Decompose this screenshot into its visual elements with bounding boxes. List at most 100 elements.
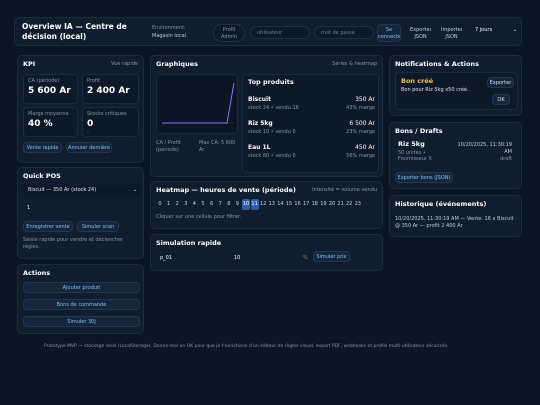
- notifications-panel: Notifications & Actions Bon créé Bon pou…: [389, 55, 522, 116]
- heatmap-cell-1[interactable]: 1: [165, 199, 173, 210]
- username-input[interactable]: utilisateur: [250, 26, 310, 39]
- simulation-title: Simulation rapide: [156, 239, 221, 247]
- profile-select[interactable]: Profil Admin: [213, 24, 245, 42]
- cancel-last-button[interactable]: Annuler dernière: [66, 142, 112, 153]
- product-meta: stock 24 • vendu 16: [248, 105, 299, 111]
- bon-supplier: Fournisseur X: [398, 156, 432, 162]
- history-title: Historique (événements): [395, 200, 486, 208]
- export-json-button[interactable]: Exporter JSON: [409, 24, 432, 42]
- chart-legend-right-2: Ar: [199, 147, 204, 153]
- heatmap-cell-14[interactable]: 14: [276, 199, 284, 210]
- heatmap-cell-12[interactable]: 12: [259, 199, 267, 210]
- heatmap-hint: Cliquer sur une cellule pour filtrer.: [156, 214, 241, 220]
- profile-select-line1: Profil: [214, 27, 244, 34]
- quantity-input[interactable]: 1: [27, 205, 30, 211]
- signin-button[interactable]: Se connecter: [377, 24, 401, 42]
- top-product-item[interactable]: Biscuit 350 Ar stock 24 • vendu 16 43% m…: [248, 96, 375, 116]
- heatmap-cell-17[interactable]: 17: [302, 199, 310, 210]
- product-name: Eau 1L: [248, 144, 271, 151]
- heatmap-cell-9[interactable]: 9: [233, 199, 241, 210]
- product-price: 450 Ar: [355, 144, 375, 151]
- kpi-panel: KPI Vue rapide CA (période) 5 600 Ar Pro…: [17, 55, 144, 163]
- heatmap-cell-16[interactable]: 16: [294, 199, 302, 210]
- chart-legend-left-2: (période): [156, 147, 179, 153]
- charts-panel: Graphiques Séries & heatmap CA / Profit …: [150, 55, 383, 177]
- heatmap-cell-2[interactable]: 2: [173, 199, 181, 210]
- heatmap-cell-11[interactable]: 11: [251, 199, 259, 210]
- charts-link[interactable]: Séries & heatmap: [332, 61, 377, 67]
- save-sale-button[interactable]: Enregistrer vente: [23, 221, 73, 232]
- kpi-label: CA (période): [28, 78, 59, 84]
- heatmap-cell-8[interactable]: 8: [225, 199, 233, 210]
- kpi-view-link[interactable]: Vue rapide: [111, 61, 138, 67]
- bon-name: Riz 5kg: [398, 140, 425, 148]
- product-name: Riz 5kg: [248, 120, 273, 127]
- heatmap-cell-7[interactable]: 7: [216, 199, 224, 210]
- footer-text: Prototype MVP — stockage local (LocalSto…: [44, 344, 448, 349]
- simulate-30d-button[interactable]: Simuler 30j: [23, 316, 140, 327]
- product-margin: 56% marge: [346, 153, 375, 159]
- notification-ok-button[interactable]: OK: [492, 94, 510, 105]
- environment-label: Environment:: [152, 25, 186, 31]
- history-panel: Historique (événements) 10/20/2025, 11:3…: [389, 195, 522, 237]
- heatmap-cell-19[interactable]: 19: [319, 199, 327, 210]
- heatmap-cell-21[interactable]: 21: [337, 199, 345, 210]
- simulate-price-button[interactable]: Simuler prix: [313, 251, 350, 262]
- actions-panel: Actions Ajouter produit Bons de commande…: [17, 264, 144, 334]
- simulation-product-input[interactable]: p_01: [160, 255, 172, 261]
- heatmap-cell-18[interactable]: 18: [311, 199, 319, 210]
- heatmap-cell-13[interactable]: 13: [268, 199, 276, 210]
- export-json-line2: JSON: [410, 34, 431, 41]
- heatmap-cell-3[interactable]: 3: [182, 199, 190, 210]
- heatmap-cell-5[interactable]: 5: [199, 199, 207, 210]
- actions-title: Actions: [23, 269, 50, 277]
- top-bar: Overview IA — Centre de décision (local)…: [14, 17, 522, 46]
- heatmap-cell-20[interactable]: 20: [328, 199, 336, 210]
- profile-select-line2: Admin: [214, 34, 244, 41]
- chevron-down-icon: ⌄: [513, 27, 517, 33]
- signin-button-line2: connecter: [378, 34, 400, 41]
- add-product-button[interactable]: Ajouter produit: [23, 282, 140, 293]
- quick-sale-button[interactable]: Vente rapide: [23, 142, 62, 153]
- heatmap-cell-23[interactable]: 23: [354, 199, 362, 210]
- heatmap-cell-15[interactable]: 15: [285, 199, 293, 210]
- heatmap-cell-22[interactable]: 22: [345, 199, 353, 210]
- product-price: 6 500 Ar: [349, 120, 375, 127]
- kpi-label: Marge moyenne: [28, 111, 69, 117]
- purchase-orders-button[interactable]: Bons de commande: [23, 299, 140, 310]
- bons-title: Bons / Drafts: [395, 127, 443, 135]
- notification-text: Bon pour Riz 5kg x50 créé.: [401, 87, 469, 93]
- notification-export-button[interactable]: Exporter: [487, 77, 514, 88]
- product-select[interactable]: Biscuit — 350 Ar (stock 24) ⌄: [23, 185, 141, 196]
- heatmap-cell-6[interactable]: 6: [208, 199, 216, 210]
- export-bons-button[interactable]: Exporter bons (JSON): [395, 172, 453, 183]
- chart-legend-right-1: Max CA: 5 600: [199, 140, 235, 146]
- bons-panel: Bons / Drafts Riz 5kg 50 unités • Fourni…: [389, 122, 522, 189]
- history-entry-line1: 10/20/2025, 11:30:19 AM — Vente: 16 x Bi…: [395, 216, 514, 222]
- app-title-line2: décision (local): [22, 32, 86, 41]
- heatmap-cell-10[interactable]: 10: [242, 199, 250, 210]
- revenue-chart-svg: [157, 75, 239, 135]
- heatmap-cell-4[interactable]: 4: [190, 199, 198, 210]
- kpi-value: 0: [87, 119, 93, 129]
- simulate-scan-button[interactable]: Simuler scan: [77, 221, 119, 232]
- import-json-button[interactable]: Importer JSON: [440, 24, 463, 42]
- product-select-value: Biscuit — 350 Ar (stock 24): [28, 187, 96, 193]
- heatmap-cell-0[interactable]: 0: [156, 199, 164, 210]
- notifications-title: Notifications & Actions: [395, 60, 479, 68]
- heatmap-title: Heatmap — heures de vente (période): [156, 186, 296, 194]
- password-input[interactable]: mot de passe: [314, 26, 374, 39]
- chevron-down-icon: ⌄: [133, 185, 137, 196]
- kpi-card-stock: Stocks critiques 0 -: [82, 107, 139, 137]
- product-meta: stock 10 • vendu 0: [248, 129, 296, 135]
- simulation-percent-input[interactable]: 10: [234, 255, 240, 261]
- top-product-item[interactable]: Eau 1L 450 Ar stock 80 • vendu 0 56% mar…: [248, 144, 375, 164]
- export-json-line1: Exporter: [410, 27, 431, 34]
- kpi-value: 2 400 Ar: [87, 86, 130, 96]
- period-select[interactable]: 7 jours ⌄: [475, 27, 517, 39]
- signin-button-line1: Se: [378, 27, 400, 34]
- top-product-item[interactable]: Riz 5kg 6 500 Ar stock 10 • vendu 0 23% …: [248, 120, 375, 140]
- chart-legend-left-1: CA / Profit: [156, 140, 181, 146]
- kpi-card-profit: Profit 2 400 Ar: [82, 74, 139, 104]
- kpi-card-revenue: CA (période) 5 600 Ar: [23, 74, 78, 104]
